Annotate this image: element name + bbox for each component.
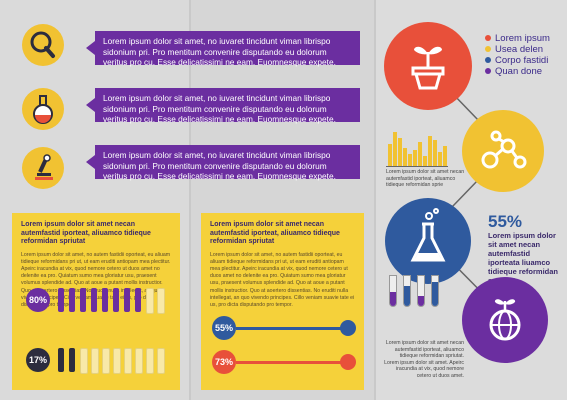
mini-bar [398,138,402,166]
test-tube-fill [404,286,410,306]
card-heading: Lorem ipsum dolor sit amet necan autemfa… [21,221,151,245]
mini-bar [423,156,427,166]
card-heading: Lorem ipsum dolor sit amet necan autemfa… [210,221,340,245]
stat-bar [69,288,75,312]
stat-bar [146,288,154,314]
globe-plant-icon [462,277,548,363]
beaker-icon [385,198,471,284]
legend-label: Quan done [495,66,543,77]
stat-badge-17: 17% [26,348,50,372]
plant-pot-icon [384,22,472,110]
legend: Lorem ipsum Usea delen Corpo fastidi Qua… [485,33,550,77]
stat-bar [69,348,75,372]
mini-bar [408,154,412,166]
mini-bar-baseline [386,166,448,167]
mini-bar [433,140,437,166]
mini-bar [413,150,417,166]
test-tube-icon [431,275,439,307]
test-tube-icon [417,275,425,307]
legend-dot [485,57,491,64]
stat-bar [124,288,130,312]
test-tube-icon [389,275,397,307]
legend-label: Usea delen [495,44,544,55]
stat-bar [113,288,119,312]
connector-lines [423,64,509,319]
stat-bar [91,288,97,312]
legend-dot [485,68,491,75]
big-percentage: 55% [488,212,523,231]
mini-bar [428,136,432,166]
legend-dot [485,46,491,53]
mini-chart-caption: Lorem ipsum dolor sit amet necan autemfa… [386,169,465,188]
legend-item: Lorem ipsum [485,33,550,44]
magnifier-icon [22,24,64,66]
stat-bar [113,348,121,374]
legend-label: Corpo fastidi [495,55,549,66]
molecule-icon [462,110,544,192]
legend-item: Usea delen [485,44,550,55]
slider-track-2 [236,361,347,364]
stat-bar [58,288,64,312]
stat-badge-73: 73% [212,350,236,374]
fold-line [189,0,191,400]
info-bubble-3: Lorem ipsum dolor sit amet, no iuvaret t… [86,145,360,181]
mini-bar [403,148,407,166]
stat-bar [135,348,143,374]
slider-knob-1 [340,320,356,336]
slider-track-1 [236,327,347,330]
fold-line [374,0,376,400]
mini-bar [418,142,422,166]
microscope-icon [22,147,64,189]
test-tube-icon [403,275,411,307]
stat-bar [102,348,110,374]
stat-bar [124,348,132,374]
stat-bar [157,348,165,374]
stat-bar [80,288,86,312]
mini-bar [443,146,447,166]
legend-item: Corpo fastidi [485,55,550,66]
legend-dot [485,35,491,42]
stat-bar [135,288,141,312]
test-tube-fill [418,296,424,306]
legend-item: Quan done [485,66,550,77]
bottom-caption: Lorem ipsum dolor sit amet necan autemfa… [384,340,464,379]
flask-icon [22,88,64,130]
mini-bar [388,144,392,166]
stat-bar [80,348,88,374]
stat-bar [91,348,99,374]
stat-bar [58,348,64,372]
test-tube-fill [390,292,396,306]
mini-bar [438,152,442,166]
card-body: Lorem ipsum dolor sit amet, no autem fas… [210,251,355,308]
stat-bar [102,288,108,312]
stat-badge-55: 55% [212,316,236,340]
info-bubble-1: Lorem ipsum dolor sit amet, no iuvaret t… [86,31,360,67]
slider-knob-2 [340,354,356,370]
legend-label: Lorem ipsum [495,33,550,44]
test-tube-fill [432,282,438,306]
mini-bar [393,132,397,166]
stat-badge-80: 80% [26,288,50,312]
stat-bar [146,348,154,374]
info-bubble-2: Lorem ipsum dolor sit amet, no iuvaret t… [86,88,360,124]
stat-bar [157,288,165,314]
